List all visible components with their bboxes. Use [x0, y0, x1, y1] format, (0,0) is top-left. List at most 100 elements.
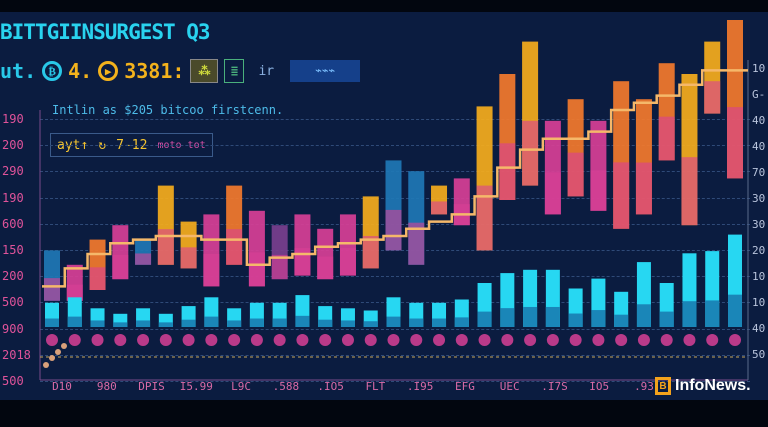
- chart-title: BITTGIINSURGEST Q3: [0, 20, 211, 44]
- legend-range: 7-12: [116, 137, 148, 153]
- dot-marker: [159, 334, 172, 346]
- right-tick-label: 40: [752, 322, 766, 335]
- x-tick-label: D10: [52, 380, 72, 393]
- right-tick-label: 40: [752, 114, 766, 127]
- y-tick-label: 600: [2, 216, 24, 231]
- legend-suffix: moto tot: [157, 139, 206, 151]
- range-bar-lower: [362, 236, 379, 269]
- dot-marker: [296, 334, 309, 346]
- dot-marker: [729, 334, 741, 346]
- moving-average-line: [42, 69, 748, 288]
- dot-marker: [615, 334, 628, 346]
- y-tick-label: 290: [2, 164, 24, 179]
- x-tick-label: I5.99: [179, 380, 213, 393]
- volume-bar-base: [409, 318, 424, 327]
- range-bar-lower: [727, 107, 743, 179]
- legend: ayt↑ ↻ 7-12 moto tot: [50, 133, 213, 157]
- range-bar-lower: [385, 209, 402, 251]
- x-tick-label: .588: [272, 380, 300, 393]
- trend-dot: [49, 355, 55, 361]
- right-tick-label: 10: [752, 62, 766, 75]
- dot-marker: [341, 334, 354, 346]
- range-bar-lower: [294, 248, 311, 276]
- dot-marker: [250, 334, 263, 346]
- dot-marker: [637, 334, 650, 346]
- volume-bar-base: [249, 318, 264, 327]
- gridline: [40, 250, 750, 251]
- dot-marker: [137, 334, 150, 346]
- range-bar-lower: [203, 254, 220, 287]
- range-bar-lower: [613, 162, 630, 229]
- range-bar-lower: [89, 267, 106, 290]
- volume-bar-base: [523, 306, 538, 327]
- pixel-chart-icon: ⁂: [190, 59, 219, 83]
- y-tick-label: 190: [2, 190, 24, 205]
- volume-bar-base: [272, 318, 287, 327]
- range-bar-lower: [476, 185, 493, 251]
- y-tick-label: 500: [2, 374, 24, 388]
- dot-marker: [228, 334, 241, 346]
- range-bar-lower: [135, 253, 152, 265]
- watermark: B InfoNews.: [655, 377, 751, 395]
- volume-bar-base: [614, 314, 629, 327]
- volume-bar-base: [295, 315, 310, 327]
- dot-marker: [569, 334, 582, 346]
- watermark-text: InfoNews.: [675, 377, 751, 394]
- dot-marker: [660, 334, 673, 346]
- chart-subtitle: Intlin as $205 bitcoo firstcenn.: [52, 103, 284, 117]
- right-tick-label: 40: [752, 140, 766, 153]
- dot-marker: [524, 334, 537, 346]
- dot-marker: [91, 334, 104, 346]
- dot-marker: [364, 334, 377, 346]
- volume-bar-base: [477, 311, 492, 327]
- y-tick-label: 190: [2, 112, 24, 126]
- gridline: [40, 276, 750, 278]
- bitcoin-icon: ₿: [42, 61, 63, 81]
- dot-marker: [546, 334, 559, 346]
- coin-icon: ▶: [98, 61, 119, 81]
- stats-prefix: ut.: [0, 59, 37, 83]
- range-bar-lower: [157, 229, 174, 265]
- volume-bar-base: [568, 313, 583, 327]
- stat-tag: ir: [258, 63, 275, 79]
- volume-bar-base: [705, 300, 720, 327]
- right-tick-label: 30: [752, 192, 766, 205]
- range-bar-lower: [544, 172, 561, 215]
- range-bar-lower: [226, 229, 243, 265]
- range-bar-lower: [248, 252, 265, 287]
- range-bar-lower: [658, 116, 675, 161]
- dot-marker: [114, 334, 127, 346]
- volume-bar-base: [659, 311, 674, 327]
- range-bar-lower: [180, 247, 197, 269]
- volume-bar-base: [90, 320, 105, 327]
- gridline: [40, 145, 750, 147]
- y-tick-label: 2018: [2, 347, 31, 362]
- x-tick-label: FLT: [365, 380, 386, 393]
- volume-bar-base: [227, 320, 242, 327]
- gridline: [40, 354, 750, 356]
- right-tick-label: 20: [752, 244, 766, 257]
- dot-marker: [319, 334, 332, 346]
- stat-value-b: 3381:: [124, 59, 185, 83]
- y-tick-label: 200: [2, 269, 24, 284]
- trend-dot: [43, 362, 49, 368]
- legend-text: ayt↑: [57, 137, 89, 153]
- x-tick-label: DPIS: [138, 380, 165, 393]
- dot-marker: [455, 334, 468, 346]
- y-tick-label: 900: [2, 321, 24, 336]
- volume-bar-base: [318, 319, 333, 327]
- range-bar-lower: [681, 157, 698, 226]
- volume-bar-base: [500, 308, 515, 327]
- range-bar-lower: [339, 248, 356, 276]
- gridline: [40, 328, 750, 330]
- stat-value-a: 4.: [68, 59, 93, 83]
- range-bar-lower: [567, 152, 584, 197]
- range-bar-lower: [590, 170, 607, 211]
- right-tick-label: 50: [752, 348, 766, 361]
- volume-bar-base: [113, 322, 128, 327]
- bitcoin-logo-icon: B: [655, 377, 671, 395]
- volume-bar-base: [454, 317, 469, 327]
- range-bar-lower: [112, 254, 129, 280]
- dot-marker: [433, 334, 446, 346]
